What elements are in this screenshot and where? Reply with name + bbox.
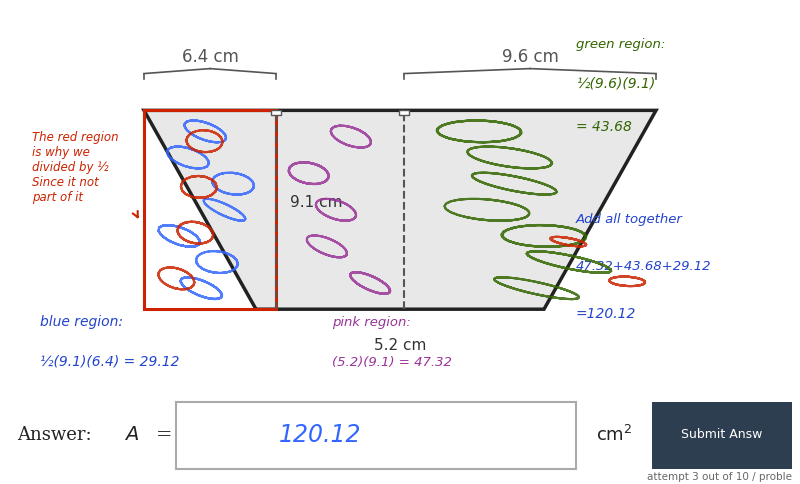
FancyBboxPatch shape: [652, 402, 792, 469]
Text: The red region
is why we
divided by ½
Since it not
part of it: The red region is why we divided by ½ Si…: [32, 130, 118, 203]
Text: 47.32+43.68+29.12: 47.32+43.68+29.12: [576, 260, 711, 273]
Text: (5.2)(9.1) = 47.32: (5.2)(9.1) = 47.32: [332, 355, 452, 368]
Text: Add all together: Add all together: [576, 212, 683, 225]
Polygon shape: [144, 111, 656, 310]
Text: = 43.68: = 43.68: [576, 120, 632, 134]
Text: pink region:: pink region:: [332, 316, 411, 329]
Text: 120.12: 120.12: [278, 422, 362, 446]
Text: =120.12: =120.12: [576, 306, 636, 320]
Text: 5.2 cm: 5.2 cm: [374, 338, 426, 353]
Bar: [399, 111, 409, 116]
Text: blue region:: blue region:: [40, 315, 123, 329]
Bar: [271, 111, 281, 116]
Text: green region:: green region:: [576, 38, 666, 51]
Text: 9.6 cm: 9.6 cm: [502, 47, 558, 65]
Text: $A$: $A$: [125, 424, 139, 443]
Text: Submit Answ: Submit Answ: [681, 427, 762, 440]
Text: 9.1 cm: 9.1 cm: [290, 195, 342, 210]
Text: Answer:: Answer:: [18, 424, 92, 443]
Text: ½(9.1)(6.4) = 29.12: ½(9.1)(6.4) = 29.12: [40, 354, 179, 368]
Text: $\mathrm{cm}^2$: $\mathrm{cm}^2$: [596, 424, 632, 444]
Text: 6.4 cm: 6.4 cm: [182, 47, 238, 65]
Text: attempt 3 out of 10 / proble: attempt 3 out of 10 / proble: [647, 471, 792, 481]
Text: ½(9.6)(9.1): ½(9.6)(9.1): [576, 76, 655, 91]
Bar: [144, 111, 276, 310]
Text: =: =: [156, 424, 172, 443]
FancyBboxPatch shape: [176, 402, 576, 469]
